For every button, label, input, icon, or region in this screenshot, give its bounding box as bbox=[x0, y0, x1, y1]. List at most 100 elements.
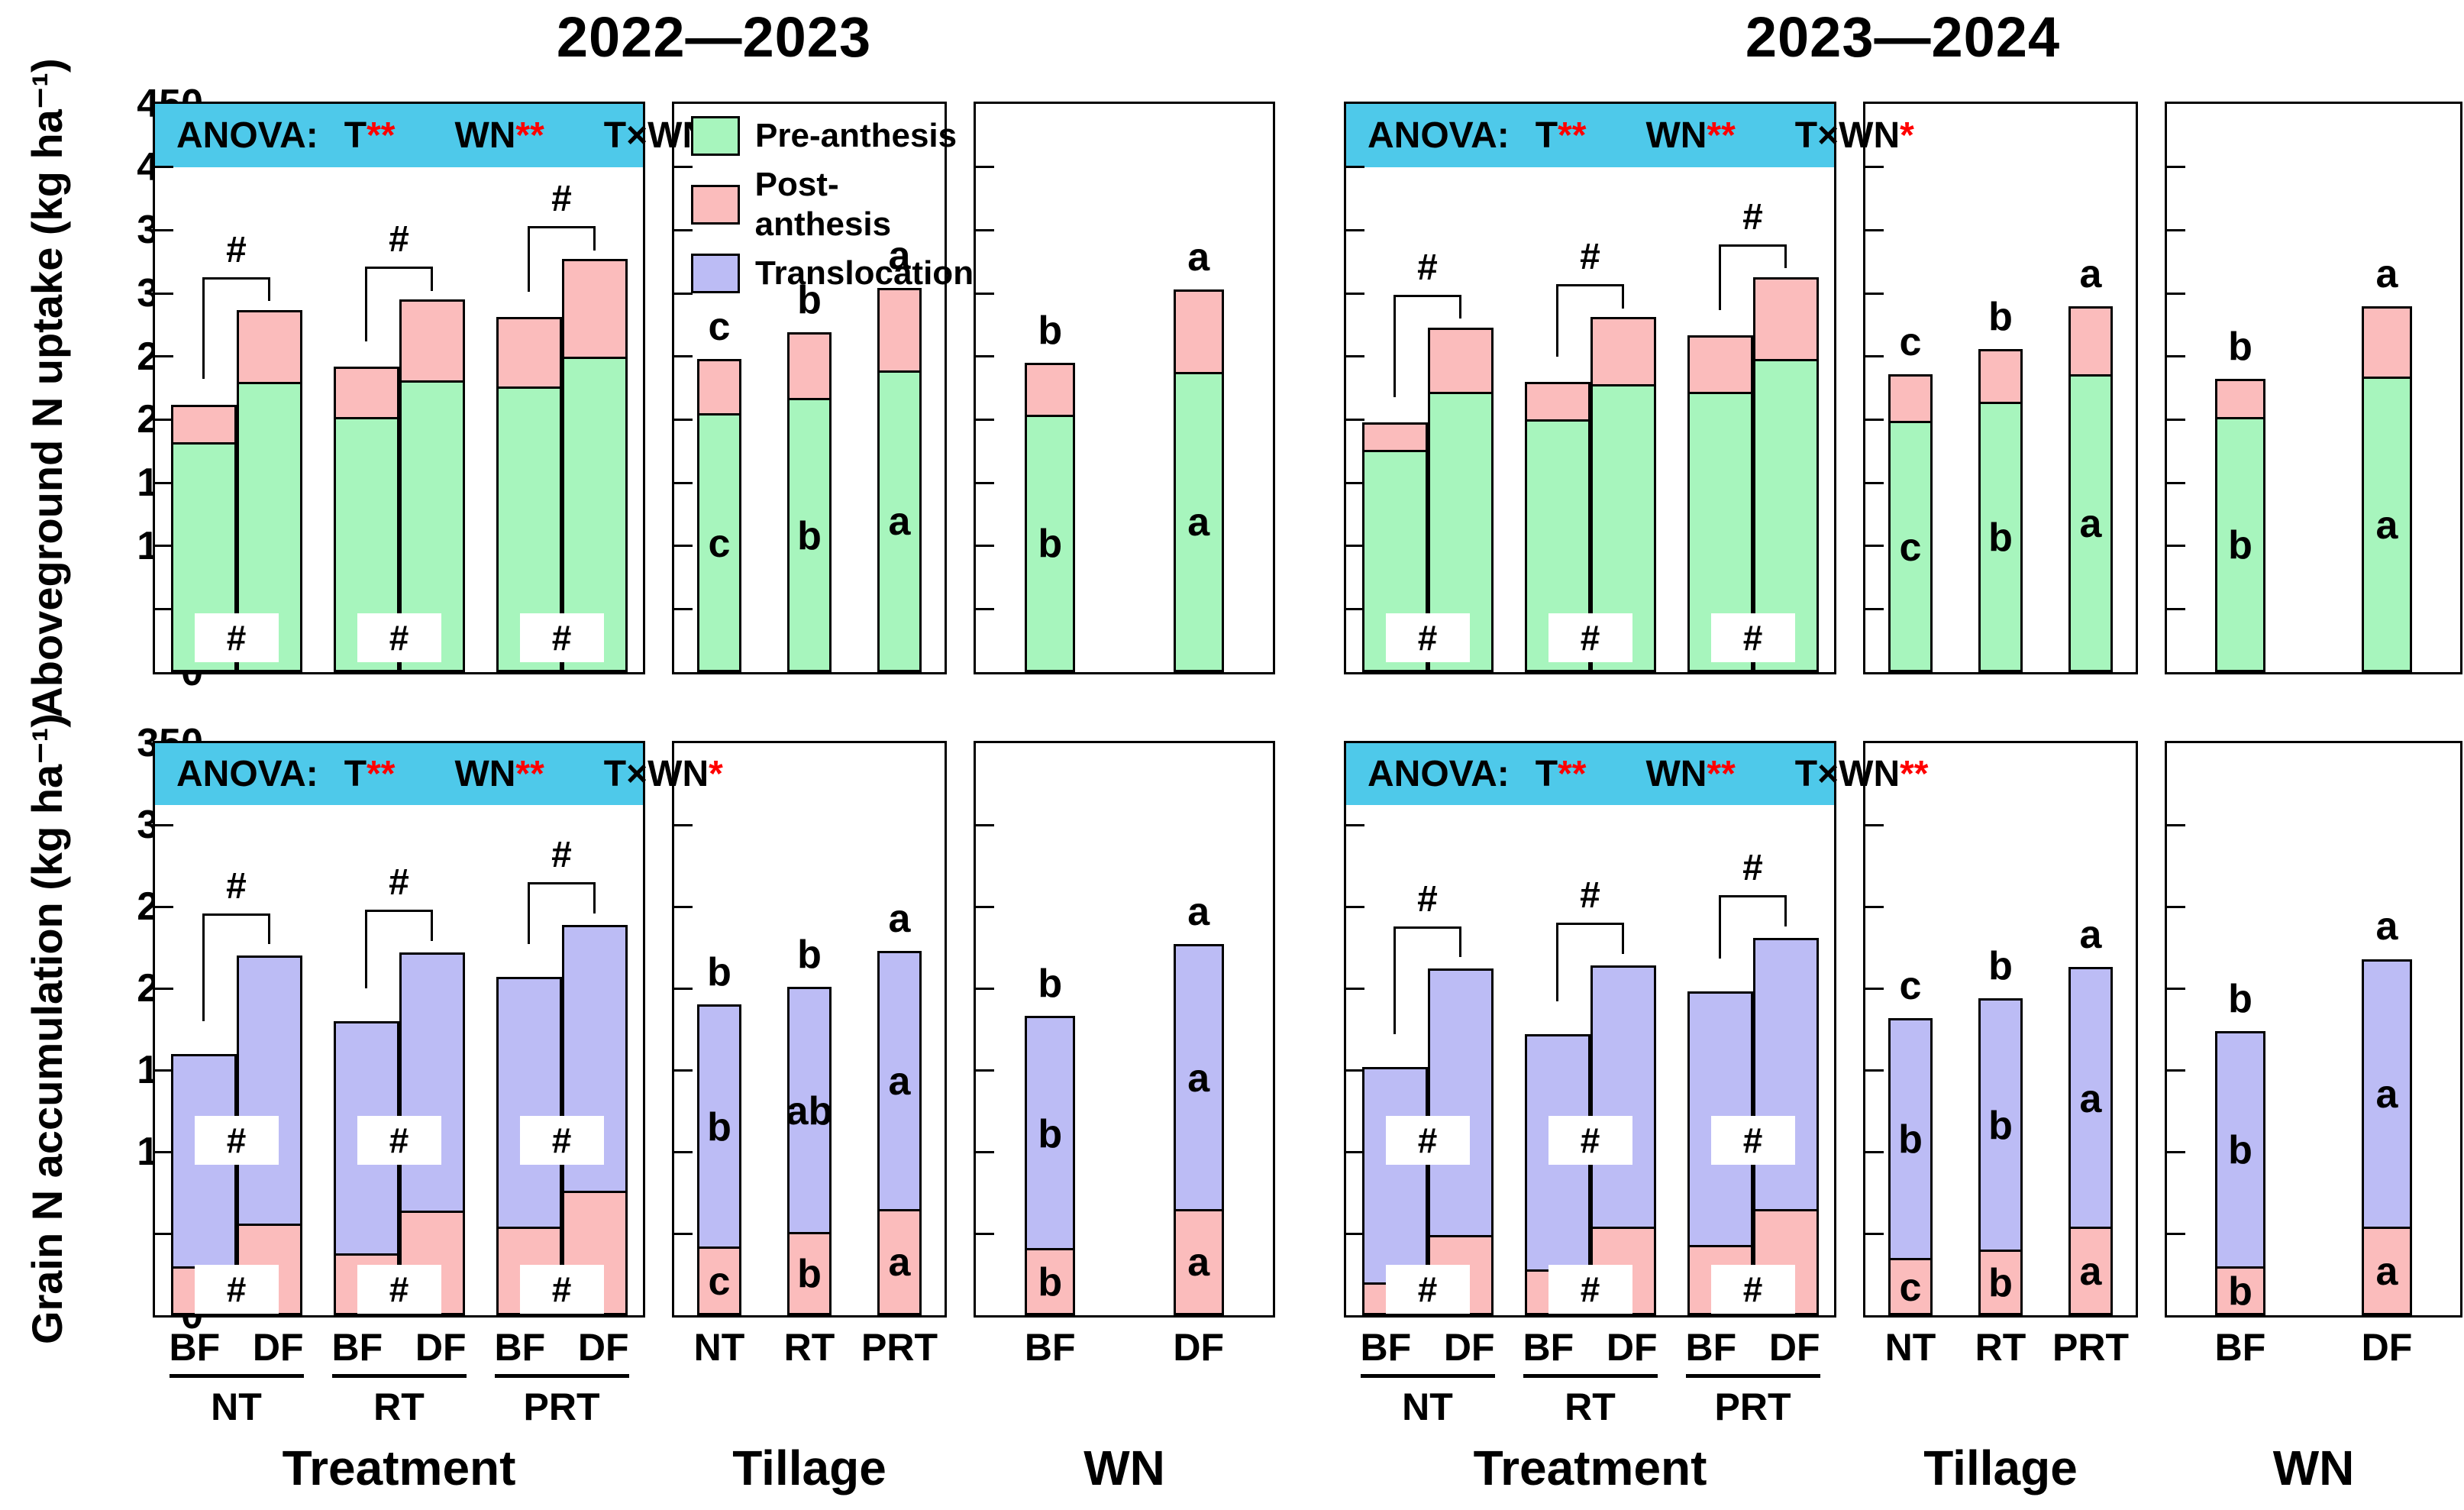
bar-segment-post bbox=[2362, 306, 2412, 380]
anova-term: WN bbox=[454, 115, 516, 156]
axis-tick bbox=[1865, 166, 1884, 169]
top-letter: b bbox=[1038, 962, 1063, 1007]
axis-tick bbox=[1346, 1150, 1364, 1153]
axis-tick bbox=[674, 905, 693, 908]
axis-tick bbox=[155, 1069, 173, 1072]
pair-bracket-left bbox=[1719, 244, 1721, 310]
pair-hash-label: # bbox=[226, 229, 247, 270]
pair-bracket-top bbox=[1556, 923, 1624, 926]
segment-letter: b bbox=[1038, 1260, 1063, 1305]
x-tick-label: BF bbox=[1024, 1326, 1076, 1369]
anova-band: ANOVA: T** WN** T×WN** bbox=[1346, 743, 1928, 806]
anova-band: ANOVA:T**WN**T×WN* bbox=[155, 104, 723, 167]
axis-tick bbox=[1865, 1232, 1884, 1235]
axis-tick bbox=[2167, 545, 2185, 548]
bar-segment-trans bbox=[787, 986, 832, 1234]
bar-segment-post bbox=[333, 366, 399, 420]
pair-bracket-top bbox=[528, 881, 596, 884]
axis-tick bbox=[2167, 481, 2185, 484]
segment-letter: ab bbox=[786, 1088, 833, 1133]
top-letter: b bbox=[1988, 943, 2013, 988]
hash-box: # bbox=[519, 1116, 604, 1166]
bar-segment-post bbox=[1173, 1208, 1224, 1315]
axis-tick bbox=[976, 355, 994, 358]
segment-letter: a bbox=[2375, 1250, 2398, 1295]
axis-tick bbox=[1865, 1150, 1884, 1153]
segment-letter: b bbox=[1038, 1111, 1063, 1156]
segment-letter: b bbox=[2228, 523, 2252, 568]
pair-bracket-left bbox=[528, 226, 530, 293]
legend-item: Translocation bbox=[691, 254, 974, 293]
x-tick-label: BF bbox=[494, 1326, 546, 1369]
anova-term: WN bbox=[1645, 754, 1707, 795]
anova-sig-stars: ** bbox=[1558, 115, 1587, 156]
axis-tick bbox=[1865, 823, 1884, 826]
legend-swatch-pre bbox=[691, 116, 740, 156]
bar-segment-post bbox=[2215, 379, 2265, 420]
segment-letter: c bbox=[1899, 1265, 1922, 1310]
top-letter: c bbox=[708, 304, 731, 349]
pair-hash-label: # bbox=[389, 219, 409, 260]
anova-term: T bbox=[344, 754, 367, 795]
segment-letter: b bbox=[707, 1105, 731, 1150]
bar-segment-trans bbox=[1427, 968, 1494, 1238]
anova-label: ANOVA: bbox=[1368, 754, 1510, 795]
axis-tick bbox=[1865, 228, 1884, 231]
segment-letter: a bbox=[888, 1240, 911, 1285]
segment-letter: a bbox=[2079, 1250, 2102, 1295]
pair-hash-label: # bbox=[551, 834, 572, 875]
axis-tick bbox=[2167, 987, 2185, 990]
x-tick-label: BF bbox=[1523, 1326, 1574, 1369]
axis-tick bbox=[976, 905, 994, 908]
anova-term: T×WN bbox=[1794, 115, 1900, 156]
hash-box: # bbox=[357, 1116, 441, 1166]
segment-letter: a bbox=[1187, 1056, 1210, 1101]
bar-segment-post bbox=[2362, 1227, 2412, 1315]
anova-sig-stars: ** bbox=[1558, 754, 1587, 795]
segment-letter: c bbox=[708, 1259, 731, 1305]
bar-segment-pre bbox=[877, 370, 922, 672]
anova-term: T bbox=[1535, 754, 1558, 795]
anova-text: ANOVA:T**WN**T×WN* bbox=[1346, 115, 1914, 157]
x-tick-label: NT bbox=[693, 1326, 745, 1369]
hash-box: # bbox=[1710, 1264, 1795, 1314]
pair-bracket-left bbox=[365, 267, 367, 341]
bar-segment-pre bbox=[787, 398, 832, 672]
pair-bracket-top bbox=[1556, 284, 1624, 287]
pair-bracket-right bbox=[1784, 895, 1787, 926]
pair-hash-label: # bbox=[551, 179, 572, 220]
hash-box: # bbox=[357, 1264, 441, 1314]
panel-aboveground-y1-tillage: c c b b a a Pre-anthesis Post-anthesis Transloca… bbox=[672, 102, 974, 674]
x-tick-label: DF bbox=[1606, 1326, 1658, 1369]
axis-tick bbox=[976, 545, 994, 548]
axis-tick bbox=[2167, 823, 2185, 826]
bar-segment-post bbox=[1025, 1248, 1076, 1315]
top-letter: c bbox=[1899, 963, 1922, 1008]
axis-tick bbox=[1865, 1069, 1884, 1072]
pair-bracket-top bbox=[1393, 294, 1461, 297]
panel-grain-y2-tillage: c b c b b b a a a bbox=[1863, 741, 2138, 1318]
x-tick-label: DF bbox=[577, 1326, 629, 1369]
pair-bracket-right bbox=[1459, 926, 1461, 958]
axis-tick bbox=[674, 166, 693, 169]
top-letter: a bbox=[2375, 904, 2398, 949]
year-title-right: 2023—2024 bbox=[1745, 5, 2061, 69]
top-letter: b bbox=[797, 278, 822, 323]
axis-tick bbox=[2167, 607, 2185, 610]
axis-tick bbox=[976, 823, 994, 826]
axis-tick bbox=[976, 418, 994, 421]
x-axis-title: Tillage bbox=[1923, 1440, 2078, 1495]
hash-box: # bbox=[1710, 1116, 1795, 1166]
axis-tick bbox=[2167, 905, 2185, 908]
anova-term: T×WN bbox=[1794, 754, 1900, 795]
segment-letter: b bbox=[1988, 516, 2013, 561]
anova-sig-stars: ** bbox=[1707, 115, 1736, 156]
bar-segment-pre bbox=[1025, 414, 1076, 672]
axis-tick bbox=[1865, 292, 1884, 295]
axis-tick bbox=[976, 228, 994, 231]
bar-segment-trans bbox=[1173, 944, 1224, 1211]
axis-tick bbox=[674, 1069, 693, 1072]
axis-tick bbox=[1346, 545, 1364, 548]
pair-hash-label: # bbox=[1742, 848, 1763, 889]
